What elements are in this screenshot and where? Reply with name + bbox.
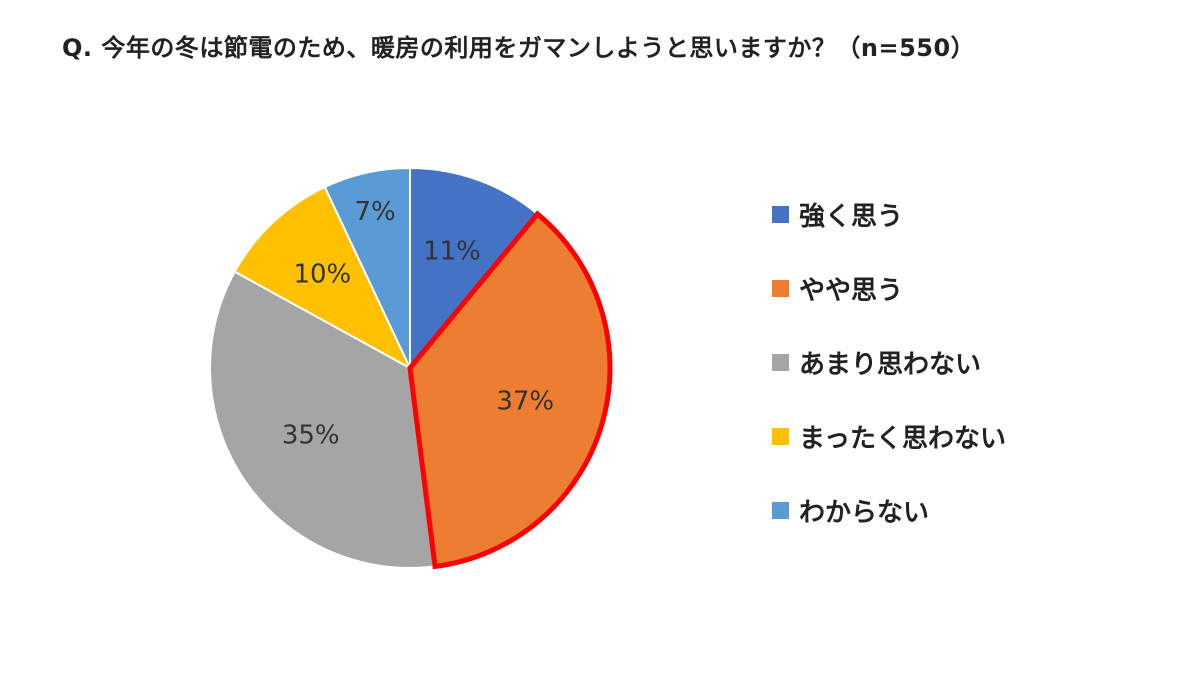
legend-label: 強く思う xyxy=(799,201,904,232)
legend: 強く思うやや思うあまり思わない まったく思わない わからない xyxy=(772,195,1006,565)
legend-item-4: まったく思わない xyxy=(772,417,1006,455)
legend-swatch xyxy=(772,501,789,519)
legend-label: やや思う xyxy=(799,275,904,306)
legend-item-3: あまり思わない xyxy=(772,343,1006,381)
legend-label: わからない xyxy=(799,497,930,528)
legend-swatch xyxy=(772,353,789,371)
legend-item-2: やや思う xyxy=(772,269,1006,307)
pie-slice-4 xyxy=(233,185,413,371)
pie-slice-5 xyxy=(323,166,411,369)
legend-swatch xyxy=(772,427,789,445)
data-label-3: 35% xyxy=(282,420,340,450)
data-label-2: 37% xyxy=(496,386,554,416)
data-label-1: 11% xyxy=(423,236,481,266)
pie-slice-1 xyxy=(409,166,539,371)
data-label-5: 7% xyxy=(354,197,395,227)
highlight-outline xyxy=(407,210,613,570)
legend-item-1: 強く思う xyxy=(772,195,1006,233)
legend-swatch xyxy=(772,279,789,297)
legend-swatch xyxy=(772,205,789,223)
legend-label: まったく思わない xyxy=(799,423,1006,454)
legend-item-5: わからない xyxy=(772,491,1006,529)
legend-label: あまり思わない xyxy=(799,349,982,380)
data-label-4: 10% xyxy=(293,260,351,290)
pie-slice-3 xyxy=(209,270,437,569)
chart-title: Q. 今年の冬は節電のため、暖房の利用をガマンしようと思いますか？（n=550） xyxy=(62,34,976,62)
